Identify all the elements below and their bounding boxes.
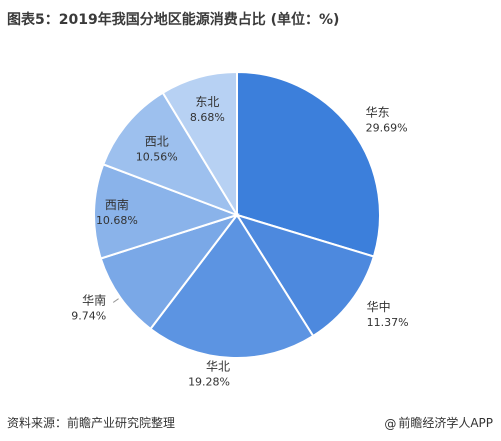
- slice-label-value: 8.68%: [190, 111, 225, 124]
- slice-label-name: 西南: [105, 197, 129, 212]
- chart-title: 图表5：2019年我国分地区能源消费占比 (单位：%): [7, 12, 340, 28]
- pie-slice-2: [234, 213, 376, 338]
- pie-slice-7: [161, 70, 238, 219]
- chart-footer: 资料来源：前瞻产业研究院整理 @ 前瞻经济学人APP: [0, 406, 501, 441]
- slice-label-value: 10.68%: [96, 214, 138, 227]
- slice-label-value: 11.37%: [367, 316, 409, 329]
- slice-label-name: 华东: [366, 106, 390, 120]
- pie-slice-3: [149, 213, 315, 359]
- label-leader-line: [112, 298, 119, 303]
- slice-label-value: 19.28%: [188, 376, 230, 389]
- pie-slice-4: [99, 213, 240, 331]
- slice-label-name: 西北: [145, 134, 169, 148]
- slice-label-name: 东北: [195, 95, 219, 109]
- credit-text: 前瞻经济学人APP: [398, 416, 493, 430]
- slice-label-value: 10.56%: [136, 150, 178, 163]
- slice-label-value: 29.69%: [366, 122, 408, 135]
- pie-slice-6: [101, 91, 240, 217]
- slice-label-name: 华中: [367, 299, 391, 314]
- source-note: 资料来源：前瞻产业研究院整理: [7, 416, 176, 430]
- credit-note: @ 前瞻经济学人APP: [383, 414, 493, 431]
- slice-label-name: 华南: [82, 292, 106, 307]
- pie-slice-1: [236, 70, 381, 258]
- pie-slice-5: [93, 163, 241, 260]
- at-sign-icon: @: [384, 417, 397, 431]
- slice-label-value: 9.74%: [71, 309, 106, 322]
- slice-label-name: 华北: [206, 360, 230, 374]
- pie-chart: 华东 29.69% 华中 11.37% 华北 19.28% 华南 9.74% 西南 10.68% 西…: [71, 70, 409, 389]
